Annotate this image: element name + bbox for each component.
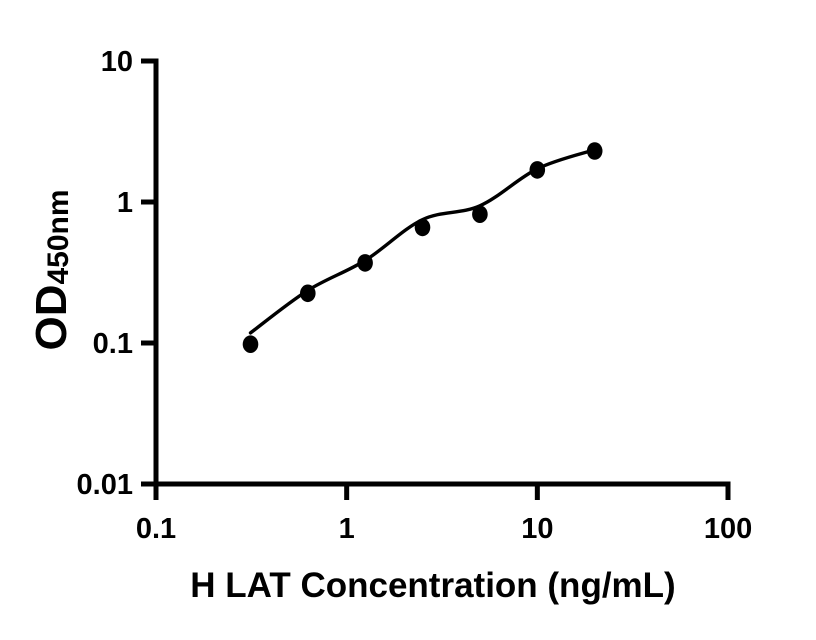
data-point [586,142,603,160]
x-axis-title: H LAT Concentration (ng/mL) [190,566,675,605]
y-axis-title-subscript: 450nm [42,189,75,284]
x-tick-label: 100 [704,513,752,545]
y-tick-label: 0.1 [93,328,133,360]
y-axis-title: OD450nm [27,189,76,350]
y-tick-label: 10 [101,46,133,78]
x-tick-label: 1 [339,513,355,545]
y-tick-label: 0.01 [77,469,133,501]
axis-lines [153,58,731,487]
data-point [472,205,488,223]
data-point [357,254,373,272]
x-tick-label: 0.1 [136,513,176,545]
data-point [242,335,259,354]
y-tick-label: 1 [117,187,133,219]
data-point [300,284,316,303]
data-point [529,161,546,179]
fit-curve [248,148,597,335]
y-axis-title-main: OD [27,285,76,351]
x-tick-label: 10 [521,513,553,545]
data-point [414,218,431,237]
